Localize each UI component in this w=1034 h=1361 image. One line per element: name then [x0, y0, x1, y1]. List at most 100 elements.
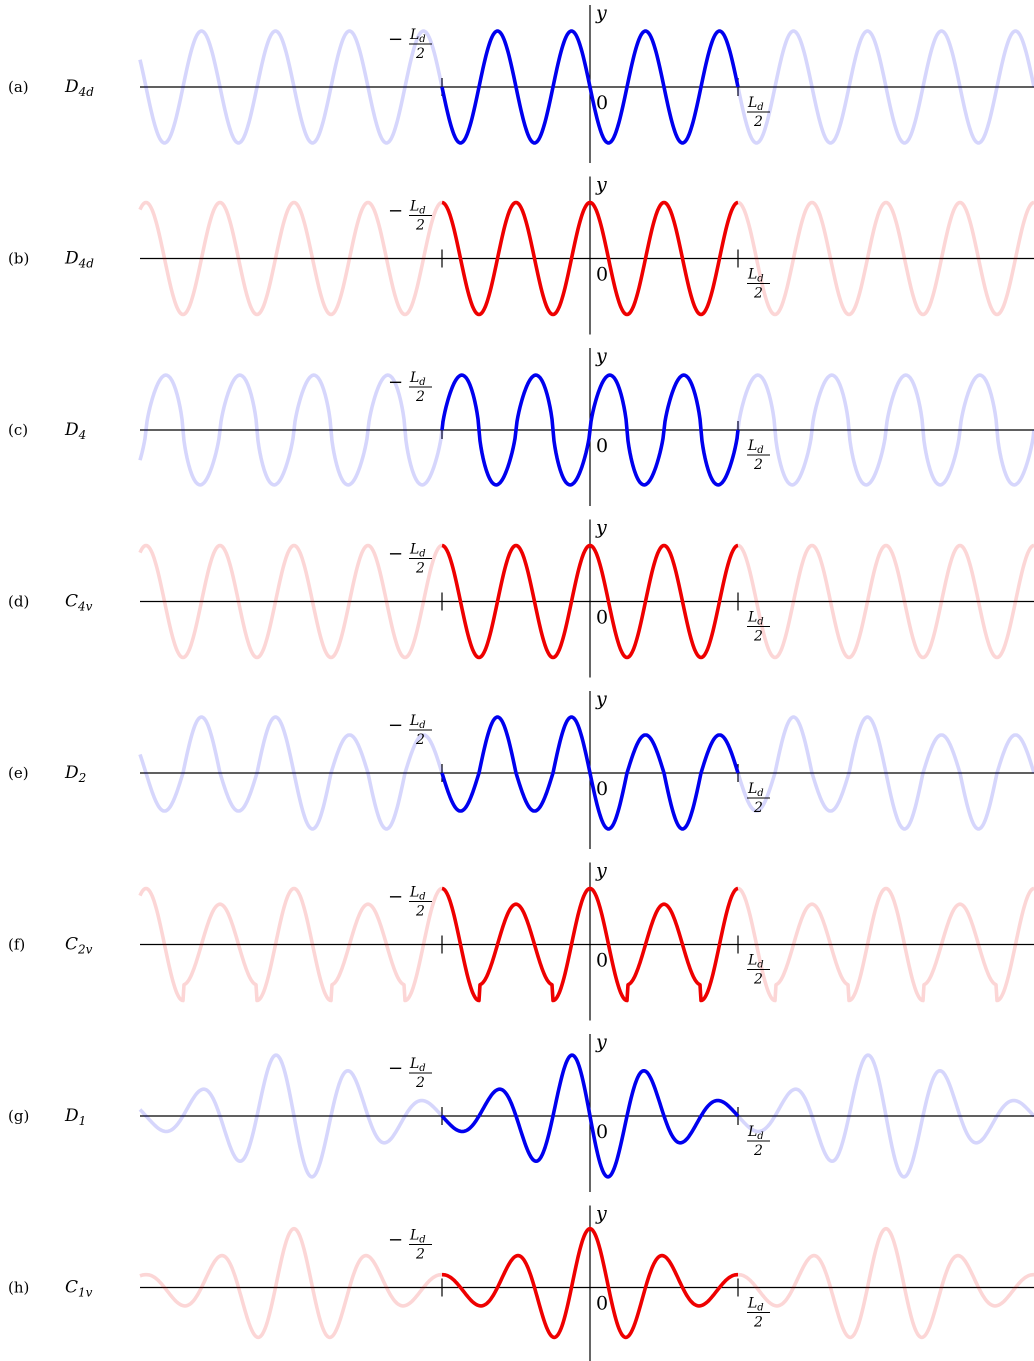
limit-denominator: 2 [753, 972, 763, 988]
limit-numerator: Ld [747, 610, 764, 628]
limit-numerator: Ld [747, 953, 764, 971]
limit-numerator: Ld [409, 542, 426, 560]
unit-cell-curve [440, 29, 740, 145]
limit-denominator: 2 [415, 389, 425, 405]
y-axis-label: y [595, 688, 607, 710]
symmetry-group-label: D4 [64, 420, 86, 442]
unit-cell-curve [441, 200, 739, 317]
symmetry-group-label-main: D [64, 77, 79, 97]
symmetry-group-label-main: D [64, 763, 79, 783]
limit-numerator: Ld [747, 95, 764, 113]
panel-tag: (f) [8, 936, 25, 954]
left-limit-label: − Ld2 [388, 1228, 432, 1263]
y-axis-label: y [595, 345, 607, 367]
periodic-extension-right [736, 1053, 1034, 1179]
limit-numerator: Ld [409, 370, 426, 388]
minus-sign: − [388, 201, 403, 222]
symmetry-group-label-sub: 4v [77, 600, 93, 614]
unit-cell-curve [441, 886, 739, 1003]
origin-label: 0 [596, 1293, 608, 1315]
origin-label: 0 [596, 1121, 608, 1143]
unit-cell-curve [441, 543, 739, 660]
panel-tag: (a) [8, 78, 29, 96]
limit-numerator: Ld [409, 1056, 426, 1074]
minus-sign: − [388, 715, 403, 736]
symmetry-group-label-main: C [65, 935, 78, 955]
right-limit-label: Ld2 [747, 610, 770, 645]
right-limit-label: Ld2 [747, 267, 770, 302]
right-limit-label: Ld2 [747, 1124, 770, 1159]
origin-label: 0 [596, 607, 608, 629]
periodic-extension-left [138, 200, 443, 317]
limit-numerator: Ld [409, 199, 426, 217]
minus-sign: − [388, 29, 403, 50]
left-limit-label: − Ld2 [388, 199, 432, 234]
origin-label: 0 [596, 950, 608, 972]
limit-denominator: 2 [753, 629, 763, 645]
panel-tag: (c) [8, 421, 28, 439]
periodic-extension-left [138, 373, 444, 487]
limit-numerator: Ld [409, 713, 426, 731]
symmetry-group-label: C2v [65, 935, 93, 957]
left-limit-label: − Ld2 [388, 542, 432, 577]
y-axis-label: y [595, 1031, 607, 1053]
minus-sign: − [388, 1230, 403, 1251]
y-axis-label: y [595, 174, 607, 196]
unit-cell-curve [441, 1226, 739, 1340]
symmetry-group-label-main: D [64, 249, 79, 269]
origin-label: 0 [596, 264, 608, 286]
minus-sign: − [388, 544, 403, 565]
limit-denominator: 2 [415, 1075, 425, 1091]
periodic-extension-right [736, 29, 1034, 145]
limit-denominator: 2 [753, 457, 763, 473]
periodic-extension-left [138, 715, 444, 831]
unit-cell-curve [440, 1053, 740, 1179]
limit-numerator: Ld [409, 885, 426, 903]
periodic-extension-left [138, 886, 443, 1003]
limit-denominator: 2 [415, 46, 425, 62]
left-limit-label: − Ld2 [388, 27, 432, 62]
symmetry-group-label-sub: 2 [78, 771, 87, 785]
panel-tag: (b) [8, 250, 29, 268]
panel-tag: (g) [8, 1107, 29, 1125]
limit-denominator: 2 [415, 561, 425, 577]
symmetry-group-label: D4d [64, 77, 94, 99]
limit-denominator: 2 [415, 218, 425, 234]
panel-tag: (e) [8, 764, 29, 782]
minus-sign: − [388, 887, 403, 908]
panel-tag: (d) [8, 593, 29, 611]
symmetry-group-label: C1v [65, 1278, 93, 1300]
symmetry-group-label-main: C [65, 592, 78, 612]
limit-numerator: Ld [409, 1228, 426, 1246]
limit-numerator: Ld [747, 267, 764, 285]
periodic-extension-left [138, 543, 443, 660]
origin-label: 0 [596, 778, 608, 800]
symmetry-group-label-main: D [64, 1106, 79, 1126]
right-limit-label: Ld2 [747, 438, 770, 473]
periodic-extension-left [138, 29, 444, 145]
symmetry-group-label-main: D [64, 420, 79, 440]
right-limit-label: Ld2 [747, 95, 770, 130]
periodic-extension-right [737, 886, 1034, 1003]
limit-numerator: Ld [747, 1296, 764, 1314]
limit-numerator: Ld [747, 438, 764, 456]
symmetry-group-label: D2 [64, 763, 86, 785]
periodic-extension-right [737, 1226, 1034, 1340]
symmetry-group-label-sub: 4 [78, 428, 87, 442]
symmetry-group-label: C4v [65, 592, 93, 614]
y-axis-label: y [595, 860, 607, 882]
left-limit-label: − Ld2 [388, 370, 432, 405]
minus-sign: − [388, 372, 403, 393]
periodic-extension-right [736, 373, 1034, 487]
symmetry-group-label-sub: 4d [78, 85, 95, 99]
y-axis-label: y [595, 517, 607, 539]
limit-denominator: 2 [415, 1247, 425, 1263]
unit-cell-curve [440, 715, 740, 831]
